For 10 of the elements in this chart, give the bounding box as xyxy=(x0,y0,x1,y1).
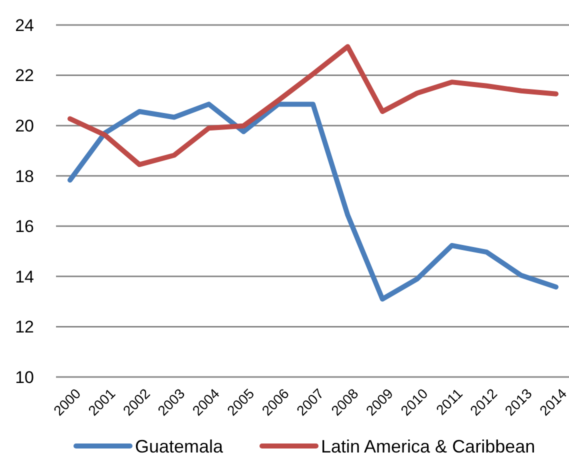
y-tick-label: 22 xyxy=(15,66,34,86)
y-tick-label: 10 xyxy=(15,368,34,387)
y-tick-label: 12 xyxy=(15,318,34,337)
legend-label: Guatemala xyxy=(135,436,224,456)
y-tick-label: 14 xyxy=(15,267,34,286)
y-tick-label: 24 xyxy=(15,16,34,35)
y-tick-label: 18 xyxy=(15,166,34,186)
y-tick-label: 20 xyxy=(15,116,34,136)
legend-label: Latin America & Caribbean xyxy=(321,436,536,456)
y-tick-label: 16 xyxy=(15,217,34,236)
